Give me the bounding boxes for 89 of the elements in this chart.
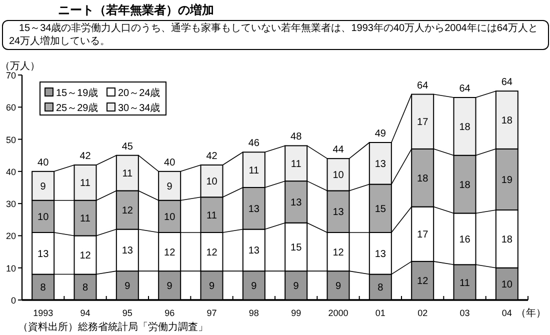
data-label: 15	[374, 204, 386, 215]
total-label: 44	[332, 144, 344, 156]
data-label: 19	[501, 174, 513, 186]
data-label: 17	[417, 117, 429, 128]
data-label: 18	[501, 234, 513, 246]
data-label: 10	[501, 279, 513, 290]
y-tick-label: 0	[10, 296, 16, 306]
data-label: 12	[206, 247, 218, 258]
chart-title: ニート（若年無業者）の増加	[58, 2, 214, 19]
x-tick-label: 95	[122, 308, 132, 318]
y-tick-label: 20	[6, 231, 16, 242]
data-label: 9	[251, 281, 258, 292]
y-tick-label: 30	[6, 199, 16, 210]
data-label: 9	[166, 181, 173, 192]
data-label: 12	[122, 206, 134, 216]
data-label: 9	[335, 281, 342, 292]
data-label: 11	[290, 158, 302, 170]
data-label: 17	[417, 230, 429, 241]
data-label: 12	[417, 276, 429, 288]
y-tick-label: 70	[6, 70, 16, 80]
data-label: 13	[332, 207, 344, 218]
data-label: 9	[124, 281, 131, 292]
data-label: 18	[459, 122, 471, 133]
legend-label: 20～24歳	[118, 87, 160, 99]
x-tick-label: 99	[291, 308, 302, 318]
data-label: 9	[293, 281, 300, 292]
total-label: 45	[122, 141, 134, 152]
text: （資料出所）総務省統計局「労働力調査」	[18, 321, 208, 333]
data-label: 15	[290, 242, 302, 254]
data-label: 18	[459, 180, 471, 191]
data-label: 13	[290, 197, 302, 208]
x-tick-label: 97	[206, 308, 217, 318]
x-tick-label: 03	[460, 308, 470, 318]
data-label: 9	[166, 281, 173, 292]
data-label: 13	[38, 248, 50, 260]
data-label: 11	[460, 278, 470, 289]
data-label: 12	[332, 247, 344, 258]
data-label: 11	[80, 214, 91, 225]
data-label: 11	[122, 168, 134, 180]
legend-label: 25～29歳	[56, 102, 98, 114]
x-tick-label: 02	[418, 308, 428, 318]
data-label: 11	[206, 210, 218, 222]
data-label: 13	[248, 204, 260, 215]
total-label: 49	[374, 128, 386, 140]
x-tick-label: 94	[80, 308, 90, 318]
data-label: 10	[332, 170, 344, 182]
data-label: 13	[248, 246, 260, 257]
data-label: 10	[206, 176, 218, 188]
total-label: 46	[248, 138, 260, 150]
data-label: 10	[164, 212, 176, 223]
data-label: 11	[248, 165, 260, 176]
data-label: 11	[80, 178, 91, 190]
data-label: 13	[374, 248, 386, 260]
data-label: 8	[378, 282, 384, 294]
total-label: 40	[164, 157, 176, 168]
x-axis-title: （年）	[516, 307, 546, 319]
x-tick-label: 1993	[33, 308, 54, 318]
data-label: 13	[122, 246, 134, 257]
total-label: 48	[290, 132, 302, 143]
y-tick-label: 10	[6, 263, 16, 274]
y-axis-title: （万人）	[0, 61, 40, 72]
total-label: 64	[501, 77, 513, 88]
total-label: 64	[459, 84, 471, 94]
x-tick-label: 2000	[328, 308, 348, 318]
y-tick-label: 40	[6, 166, 16, 177]
data-label: 13	[374, 158, 386, 170]
total-label: 64	[417, 80, 429, 92]
legend-label: 15～19歳	[56, 87, 98, 99]
data-label: 18	[501, 116, 513, 126]
data-label: 9	[208, 281, 215, 292]
legend-label: 30～34歳	[118, 102, 160, 114]
y-tick-label: 60	[6, 102, 16, 113]
data-label: 16	[459, 234, 471, 246]
x-tick-label: 98	[248, 308, 259, 318]
data-label: 8	[40, 282, 46, 294]
total-label: 40	[38, 157, 50, 168]
total-label: 42	[206, 151, 218, 162]
chart-subtitle: 15～34歳の非労働力人口のうち、通学も家事もしていない若年無業者は、1993年の40万人から2004年には64万人と24万人増加している。	[2, 20, 549, 50]
data-label: 12	[164, 247, 176, 258]
data-label: 10	[38, 212, 50, 223]
data-label: 9	[40, 181, 46, 192]
data-label: 12	[80, 250, 92, 262]
y-tick-label: 50	[6, 134, 16, 145]
data-label: 18	[417, 173, 429, 184]
x-tick-label: 01	[375, 308, 386, 318]
x-tick-label: 96	[164, 308, 175, 318]
total-label: 42	[80, 151, 92, 162]
x-tick-label: 04	[502, 308, 512, 318]
data-label: 8	[82, 282, 88, 294]
